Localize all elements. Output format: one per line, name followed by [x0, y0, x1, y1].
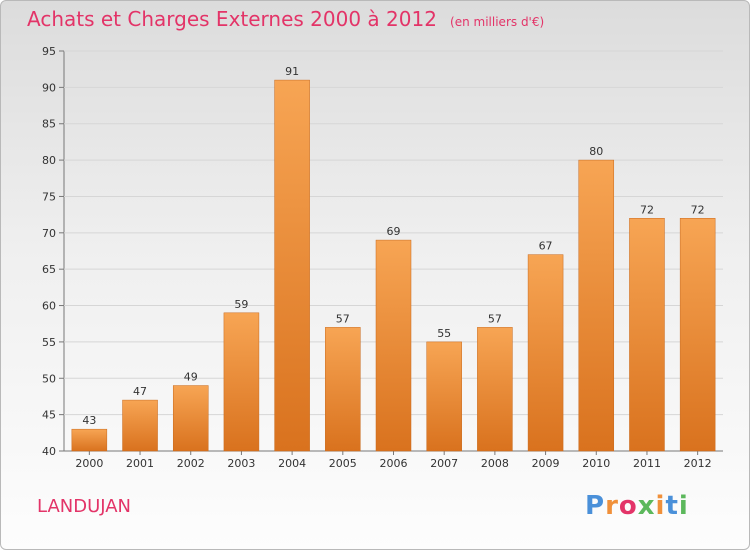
data-label-2003: 59 — [234, 298, 248, 311]
x-tick-label-2003: 2003 — [227, 457, 255, 470]
bar-2009 — [527, 254, 564, 452]
x-tick-label-2012: 2012 — [684, 457, 712, 470]
data-label-2010: 80 — [589, 145, 603, 158]
y-tick-label: 70 — [42, 227, 56, 240]
y-tick-label: 75 — [42, 190, 56, 203]
x-tick-label-2011: 2011 — [633, 457, 661, 470]
proxiti-logo: Proxiti — [585, 491, 689, 521]
data-label-2012: 72 — [691, 203, 705, 216]
logo-letter: r — [605, 491, 619, 521]
x-tick-label-2004: 2004 — [278, 457, 306, 470]
commune-name: LANDUJAN — [37, 496, 132, 517]
data-label-2006: 69 — [387, 225, 401, 238]
logo-letter: o — [618, 491, 638, 521]
x-tick-label-2005: 2005 — [329, 457, 357, 470]
logo-letter: x — [637, 491, 656, 521]
x-tick-label-2007: 2007 — [430, 457, 458, 470]
x-tick-label-2002: 2002 — [177, 457, 205, 470]
data-label-2008: 57 — [488, 312, 502, 325]
chart-title-block: Achats et Charges Externes 2000 à 2012 (… — [27, 7, 544, 31]
data-label-2000: 43 — [82, 414, 96, 427]
logo-letter: i — [678, 491, 689, 521]
data-label-2004: 91 — [285, 65, 299, 78]
data-label-2002: 49 — [184, 371, 198, 384]
y-tick-label: 80 — [42, 154, 56, 167]
logo-letter: t — [665, 491, 679, 521]
bar-2006 — [375, 239, 412, 452]
y-tick-label: 90 — [42, 81, 56, 94]
y-tick-label: 40 — [42, 445, 56, 458]
x-tick-label-2009: 2009 — [532, 457, 560, 470]
bar-2008 — [477, 327, 513, 452]
data-label-2001: 47 — [133, 385, 147, 398]
data-label-2005: 57 — [336, 312, 350, 325]
y-tick-label: 95 — [42, 45, 56, 58]
y-tick-label: 45 — [42, 409, 56, 422]
x-tick-label-2008: 2008 — [481, 457, 509, 470]
bar-2012 — [679, 218, 716, 452]
logo-letter: P — [585, 491, 606, 521]
x-tick-label-2010: 2010 — [582, 457, 610, 470]
bar-2001 — [122, 399, 158, 452]
y-tick-label: 55 — [42, 336, 56, 349]
x-tick-label-2000: 2000 — [75, 457, 103, 470]
bar-2005 — [325, 327, 361, 452]
bar-2010 — [578, 159, 615, 452]
logo-letter: i — [655, 491, 666, 521]
chart-title: Achats et Charges Externes 2000 à 2012 — [27, 7, 437, 31]
y-tick-label: 85 — [42, 118, 56, 131]
bar-2011 — [629, 218, 665, 452]
x-tick-label-2006: 2006 — [380, 457, 408, 470]
y-tick-label: 65 — [42, 263, 56, 276]
bar-2002 — [172, 385, 209, 452]
bar-2004 — [274, 79, 310, 452]
data-label-2011: 72 — [640, 203, 654, 216]
data-label-2007: 55 — [437, 327, 451, 340]
bar-2003 — [223, 312, 260, 452]
y-tick-label: 60 — [42, 300, 56, 313]
y-tick-label: 50 — [42, 372, 56, 385]
bar-2007 — [426, 341, 462, 452]
chart-unit: (en milliers d'€) — [450, 15, 545, 29]
x-tick-label-2001: 2001 — [126, 457, 154, 470]
bar-2000 — [71, 428, 108, 452]
data-label-2009: 67 — [539, 240, 553, 253]
